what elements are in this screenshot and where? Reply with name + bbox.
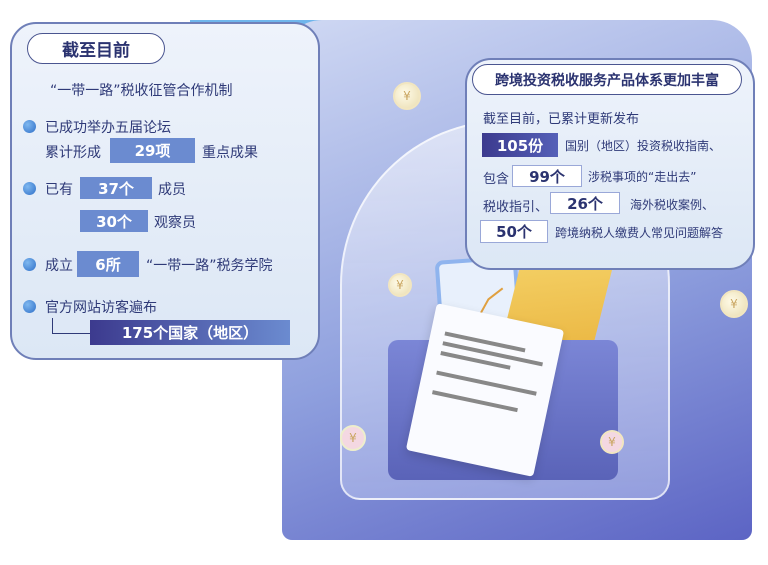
connector-line	[52, 318, 92, 334]
left-info-panel	[10, 22, 320, 360]
yuan-coin-icon: ¥	[600, 430, 624, 454]
bullet-icon	[23, 300, 36, 313]
matters-text: 涉税事项的“走出去”	[588, 170, 697, 184]
bullet-icon	[23, 120, 36, 133]
website-text: 官方网站访客遍布	[45, 300, 157, 316]
left-panel-title: 截至目前	[27, 33, 165, 64]
bullet-icon	[23, 258, 36, 271]
matters-prefix: 包含	[483, 172, 510, 187]
achievements-suffix: 重点成果	[202, 145, 258, 161]
yuan-coin-icon: ¥	[393, 82, 421, 110]
observers-value: 30个	[80, 210, 148, 232]
matters-value: 99个	[512, 165, 582, 187]
faq-value: 50个	[480, 220, 548, 243]
achievements-value: 29项	[110, 138, 195, 163]
faq-text: 跨境纳税人缴费人常见问题解答	[555, 226, 724, 240]
members-suffix: 成员	[158, 182, 186, 198]
colleges-suffix: “一带一路”税务学院	[146, 258, 273, 274]
members-prefix: 已有	[45, 182, 73, 198]
cases-prefix: 税收指引、	[483, 200, 549, 215]
guides-value: 105份	[482, 133, 558, 157]
right-panel-title: 跨境投资税收服务产品体系更加丰富	[472, 64, 742, 95]
cases-text: 海外税收案例、	[630, 198, 715, 212]
colleges-value: 6所	[77, 251, 139, 277]
achievements-prefix: 累计形成	[45, 145, 101, 161]
yuan-coin-icon: ¥	[340, 425, 366, 451]
intro-text: 截至目前，已累计更新发布	[483, 112, 640, 127]
observers-suffix: 观察员	[154, 215, 196, 231]
yuan-coin-icon: ¥	[720, 290, 748, 318]
cases-value: 26个	[550, 192, 620, 214]
yuan-coin-icon: ¥	[388, 273, 412, 297]
colleges-prefix: 成立	[45, 258, 73, 274]
members-value: 37个	[80, 177, 152, 199]
mechanism-subtitle: “一带一路”税收征管合作机制	[50, 83, 233, 99]
forum-text: 已成功举办五届论坛	[45, 120, 171, 136]
guides-text: 国别（地区）投资税收指南、	[565, 139, 722, 153]
bullet-icon	[23, 182, 36, 195]
countries-value: 175个国家（地区）	[90, 320, 290, 345]
